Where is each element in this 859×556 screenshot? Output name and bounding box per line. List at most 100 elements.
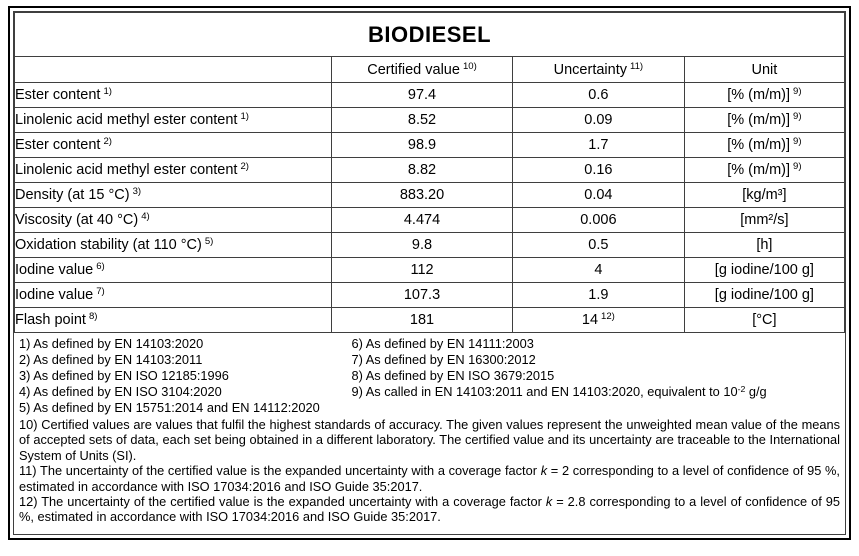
footnote-ref-10: 10) <box>462 60 477 72</box>
footnote-2: 2) As defined by EN 14103:2011 <box>19 352 203 367</box>
note-11: 11) The uncertainty of the certified val… <box>19 463 840 494</box>
note-12: 12) The uncertainty of the certified val… <box>19 494 840 525</box>
certified-value: 107.3 <box>403 287 441 303</box>
table-row: Linolenic acid methyl ester content 1) 8.… <box>14 107 845 133</box>
unit-value: [°C] <box>752 312 777 328</box>
unit-value: [% (m/m)] <box>727 112 791 128</box>
note-12-text: 12) The uncertainty of the certified val… <box>19 494 546 510</box>
table-row: Density (at 15 °C) 3) 883.20 0.04 [kg/m³] <box>14 182 845 208</box>
note-12-suffix: = 2.8 corresponding to a level of confid… <box>19 494 840 525</box>
uncertainty-cell: 0.5 <box>511 232 685 258</box>
certified-value: 8.52 <box>407 112 437 128</box>
property-cell: Density (at 15 °C) 3) <box>14 182 333 208</box>
unit-cell: [h] <box>683 232 845 258</box>
unit-cell: [g iodine/100 g] <box>683 282 845 308</box>
footnote-9: 9) As called in EN 14103:2011 and EN 141… <box>352 384 841 401</box>
property-cell: Ester content 2) <box>14 132 333 158</box>
table-row: Oxidation stability (at 110 °C) 5) 9.8 0.… <box>14 232 845 258</box>
property-cell: Iodine value 6) <box>14 257 333 283</box>
uncertainty-cell: 0.09 <box>511 107 685 133</box>
unit-value: [g iodine/100 g] <box>714 262 814 278</box>
table-row: Viscosity (at 40 °C) 4) 4.474 0.006 [mm²/… <box>14 207 845 233</box>
footnotes-left-column: 1) As defined by EN 14103:2020 2) As def… <box>19 336 352 416</box>
uncertainty-cell: 0.16 <box>511 157 685 183</box>
certified-value-cell: 181 <box>331 307 513 333</box>
footnote-9-suffix: g/g <box>745 384 767 399</box>
footnote-ref-11: 11) <box>629 60 644 72</box>
property-label: Flash point <box>15 312 86 328</box>
uncertainty-cell: 0.6 <box>511 82 685 108</box>
notes-section: 10) Certified values are values that ful… <box>14 416 845 525</box>
uncertainty-cell: 0.04 <box>511 182 685 208</box>
certified-value-cell: 9.8 <box>331 232 513 258</box>
unit-cell: [kg/m³] <box>683 182 845 208</box>
certified-value-cell: 883.20 <box>331 182 513 208</box>
certified-value-cell: 97.4 <box>331 82 513 108</box>
footnote-9-exponent: -2 <box>737 383 746 394</box>
unit-value: [% (m/m)] <box>727 162 791 178</box>
certified-value: 883.20 <box>399 187 445 203</box>
uncertainty-value: 0.04 <box>584 187 613 203</box>
uncertainty-cell: 1.7 <box>511 132 685 158</box>
footnote-ref: 5) <box>204 236 214 248</box>
footnote-5: 5) As defined by EN 15751:2014 and EN 14… <box>19 400 320 415</box>
certified-value-cell: 98.9 <box>331 132 513 158</box>
uncertainty-value: 0.006 <box>580 212 617 228</box>
unit-value: [h] <box>756 237 773 253</box>
note-11-k-symbol: k <box>540 463 548 479</box>
footnote-ref: 1) <box>240 111 249 123</box>
column-header-property <box>14 56 333 83</box>
uncertainty-value: 0.16 <box>584 162 613 178</box>
uncertainty-cell: 14 12) <box>511 307 685 333</box>
table-row: Flash point 8) 181 14 12) [°C] <box>14 307 845 333</box>
column-header-unit: Unit <box>683 56 845 83</box>
certified-value: 97.4 <box>407 87 437 103</box>
unit-cell: [°C] <box>683 307 845 333</box>
property-label: Viscosity (at 40 °C) <box>15 212 139 228</box>
footnote-1: 1) As defined by EN 14103:2020 <box>19 336 204 351</box>
footnote-ref: 9) <box>793 111 802 123</box>
footnote-7: 7) As defined by EN 16300:2012 <box>351 352 536 367</box>
unit-cell: [mm²/s] <box>683 207 845 233</box>
uncertainty-cell: 0.006 <box>511 207 685 233</box>
footnote-8: 8) As defined by EN ISO 3679:2015 <box>351 368 555 383</box>
certified-value-cell: 4.474 <box>331 207 513 233</box>
table-row: Linolenic acid methyl ester content 2) 8.… <box>14 157 845 183</box>
unit-cell: [% (m/m)] 9) <box>683 82 845 108</box>
unit-cell: [% (m/m)] 9) <box>683 132 845 158</box>
uncertainty-value: 0.6 <box>588 87 609 103</box>
certified-value: 9.8 <box>411 237 433 253</box>
footnote-ref: 3) <box>132 186 142 198</box>
footnotes-section: 1) As defined by EN 14103:2020 2) As def… <box>14 333 845 416</box>
note-10: 10) Certified values are values that ful… <box>19 417 840 463</box>
property-label: Linolenic acid methyl ester content <box>15 162 238 178</box>
uncertainty-value: 1.7 <box>588 137 609 153</box>
certified-value-cell: 8.52 <box>331 107 513 133</box>
property-label: Ester content <box>15 137 101 153</box>
footnote-ref: 8) <box>88 311 98 323</box>
property-label: Linolenic acid methyl ester content <box>15 112 238 128</box>
property-label: Iodine value <box>15 287 94 303</box>
uncertainty-value: 4 <box>594 262 603 278</box>
property-cell: Iodine value 7) <box>14 282 333 308</box>
table-row: Ester content 1) 97.4 0.6 [% (m/m)] 9) <box>14 82 845 108</box>
unit-cell: [g iodine/100 g] <box>683 257 845 283</box>
title-row: BIODIESEL <box>14 12 845 57</box>
unit-value: [% (m/m)] <box>727 87 791 103</box>
property-cell: Linolenic acid methyl ester content 1) <box>14 107 333 133</box>
footnote-ref: 9) <box>793 161 802 173</box>
certified-value: 112 <box>410 262 434 278</box>
table-row: Iodine value 6) 112 4 [g iodine/100 g] <box>14 257 845 283</box>
property-label: Iodine value <box>15 262 94 278</box>
column-header-certified-value: Certified value 10) <box>331 56 513 83</box>
property-label: Ester content <box>15 87 101 103</box>
property-cell: Flash point 8) <box>14 307 333 333</box>
column-header-uncertainty: Uncertainty 11) <box>511 56 685 83</box>
certified-value-cell: 107.3 <box>331 282 513 308</box>
property-cell: Oxidation stability (at 110 °C) 5) <box>14 232 333 258</box>
certified-value: 4.474 <box>403 212 441 228</box>
note-11-text: 11) The uncertainty of the certified val… <box>19 463 541 479</box>
unit-value: [% (m/m)] <box>727 137 791 153</box>
content-border: BIODIESEL Certified value 10) Uncertainty… <box>13 11 846 535</box>
unit-cell: [% (m/m)] 9) <box>683 157 845 183</box>
